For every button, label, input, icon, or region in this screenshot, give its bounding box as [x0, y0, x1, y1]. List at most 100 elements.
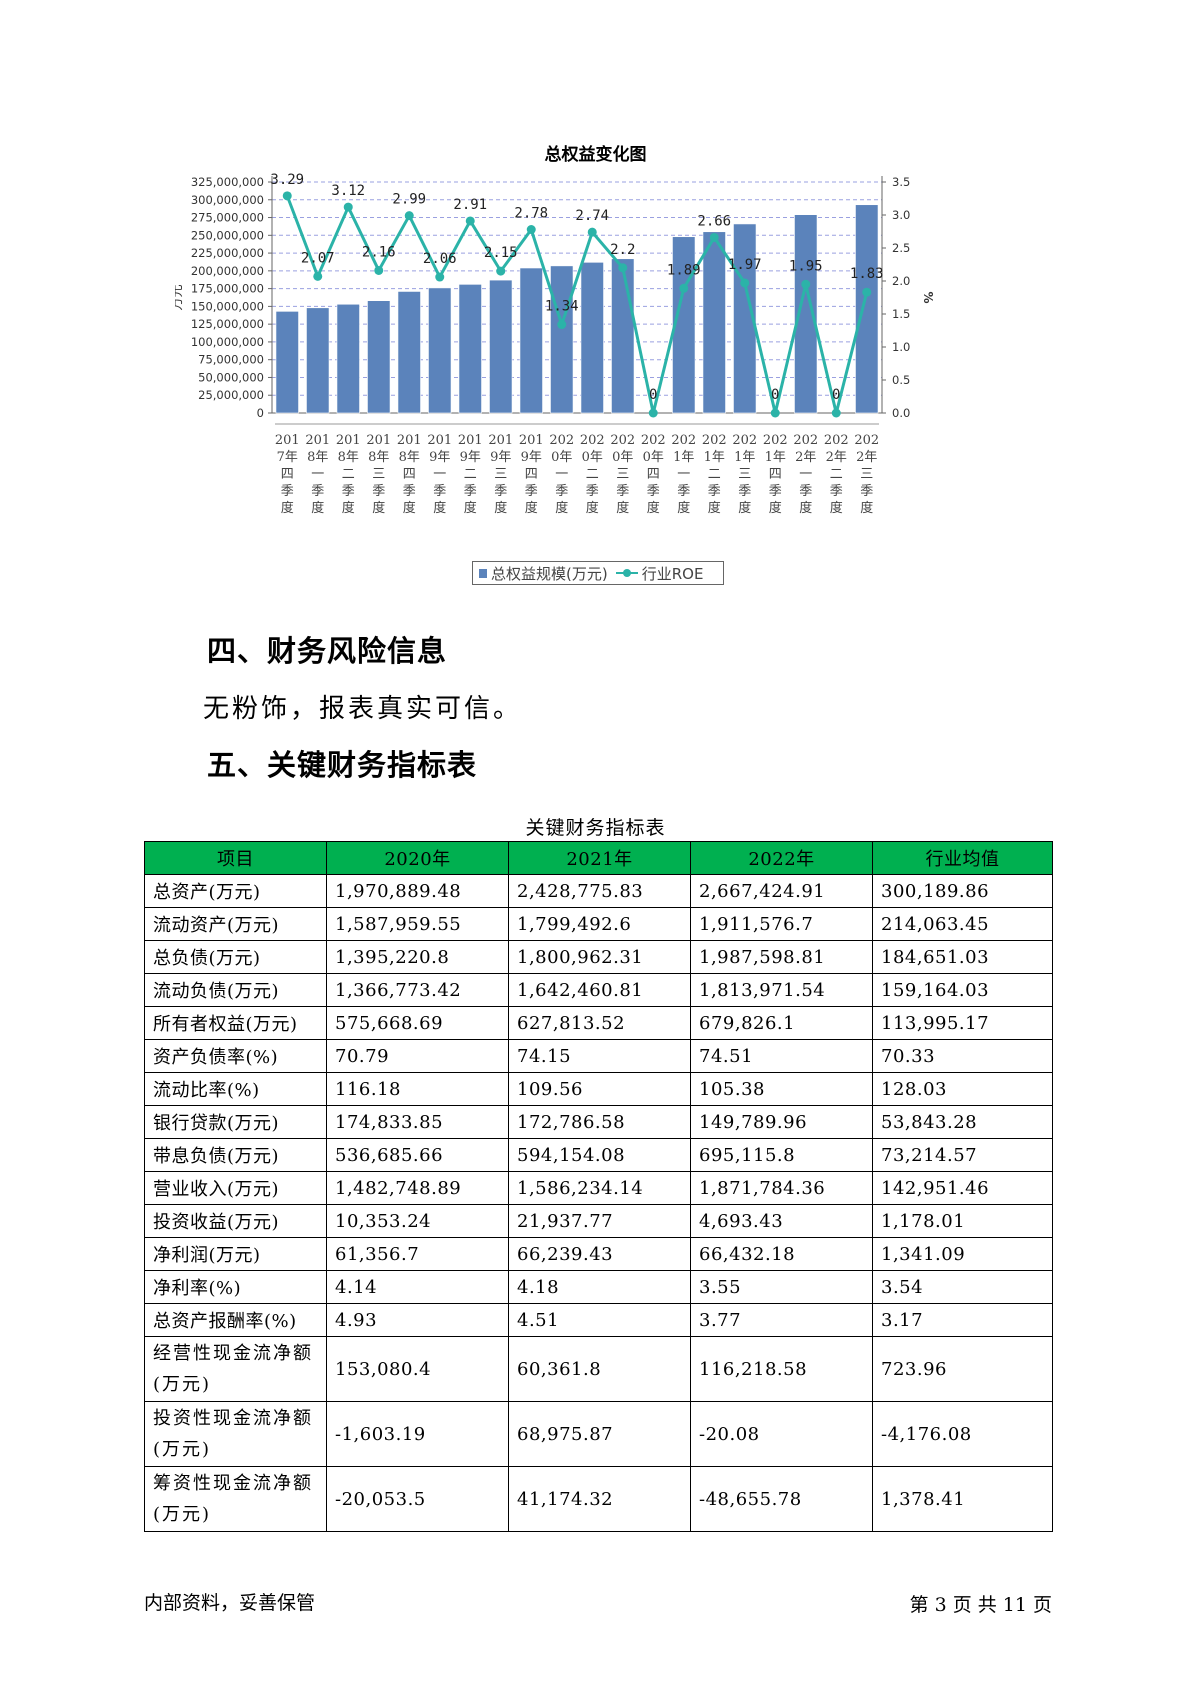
x-tick-label: 202 1年二季度 — [702, 433, 727, 516]
table-cell: 1,871,784.36 — [690, 1171, 873, 1205]
roe-data-label: 0 — [832, 387, 840, 403]
table-cell: 1,341.09 — [872, 1237, 1053, 1271]
table-cell: 1,178.01 — [872, 1204, 1053, 1238]
table-cell: 74.15 — [508, 1039, 691, 1073]
y-tick-label: 50,000,000 — [198, 370, 264, 384]
y2-tick-label: 2.5 — [892, 241, 910, 255]
roe-data-label: 2.66 — [697, 213, 731, 229]
table-row: 筹资性现金流净额(万元) -20,053.5 41,174.32 -48,655.78… — [144, 1466, 1053, 1532]
table-cell: 142,951.46 — [872, 1171, 1053, 1205]
legend-line-label: 行业ROE — [641, 564, 704, 583]
table-header-cell: 项目 — [144, 841, 327, 875]
table-cell: 594,154.08 — [508, 1138, 691, 1172]
table-row: 净利率(%) 4.14 4.18 3.55 3.54 — [144, 1270, 1053, 1304]
bar — [367, 300, 391, 414]
roe-point — [801, 279, 811, 289]
table-row-label: 净利润(万元) — [144, 1237, 327, 1271]
roe-data-label: 2.91 — [453, 197, 487, 213]
table-row-label: 总资产(万元) — [144, 874, 327, 908]
x-tick-label: 201 9年一季度 — [427, 433, 452, 516]
roe-point — [740, 278, 750, 288]
roe-point — [496, 266, 506, 276]
roe-point — [465, 216, 475, 226]
roe-data-label: 2.99 — [392, 192, 426, 208]
table-row: 流动比率(%) 116.18 109.56 105.38 128.03 — [144, 1072, 1053, 1106]
chart-title: 总权益变化图 — [544, 145, 647, 165]
x-tick-label: 202 1年一季度 — [671, 433, 696, 516]
bar — [519, 267, 543, 414]
table-cell: -20,053.5 — [326, 1466, 509, 1532]
bar — [855, 204, 879, 414]
table-row-label: 流动资产(万元) — [144, 907, 327, 941]
table-cell: 695,115.8 — [690, 1138, 873, 1172]
table-row: 流动负债(万元) 1,366,773.42 1,642,460.81 1,813,97… — [144, 973, 1053, 1007]
table-row: 投资收益(万元) 10,353.24 21,937.77 4,693.43 1,178.… — [144, 1204, 1053, 1238]
table-row-label: 筹资性现金流净额(万元) — [144, 1466, 327, 1532]
table-cell: 723.96 — [872, 1336, 1053, 1402]
table-cell: 3.55 — [690, 1270, 873, 1304]
x-tick-label: 202 1年四季度 — [763, 433, 788, 516]
table-cell: 4.14 — [326, 1270, 509, 1304]
table-row-label: 总负债(万元) — [144, 940, 327, 974]
x-tick-label: 202 0年三季度 — [610, 433, 635, 516]
table-header-cell: 行业均值 — [872, 841, 1053, 875]
table-header-cell: 2020年 — [326, 841, 509, 875]
table-cell: 73,214.57 — [872, 1138, 1053, 1172]
roe-point — [862, 287, 872, 297]
table-cell: 1,395,220.8 — [326, 940, 509, 974]
roe-point — [435, 272, 445, 282]
table-row-label: 净利率(%) — [144, 1270, 327, 1304]
roe-data-label: 2.78 — [514, 206, 548, 222]
table-cell: 300,189.86 — [872, 874, 1053, 908]
table-cell: 1,586,234.14 — [508, 1171, 691, 1205]
table-heading: 五、关键财务指标表 — [207, 748, 478, 782]
y-tick-label: 100,000,000 — [191, 335, 264, 349]
roe-point — [374, 265, 384, 275]
footer-confidential: 内部资料，妥善保管 — [144, 1592, 316, 1614]
y-tick-label: 325,000,000 — [191, 175, 264, 189]
x-tick-label: 201 8年二季度 — [336, 433, 361, 516]
roe-point — [557, 320, 567, 330]
bar — [794, 214, 818, 414]
bar — [397, 291, 421, 414]
legend-line-swatch — [615, 567, 638, 579]
table-row-label: 营业收入(万元) — [144, 1171, 327, 1205]
table-cell: 21,937.77 — [508, 1204, 691, 1238]
table-row-label: 资产负债率(%) — [144, 1039, 327, 1073]
table-row: 营业收入(万元) 1,482,748.89 1,586,234.14 1,871,78… — [144, 1171, 1053, 1205]
table-cell: 66,239.43 — [508, 1237, 691, 1271]
equity-chart: 0 25,000,000 50,000,000 75,000,000 100,000,0… — [175, 172, 935, 516]
table-cell: 1,366,773.42 — [326, 973, 509, 1007]
table-row-label: 银行贷款(万元) — [144, 1105, 327, 1139]
table-cell: 2,428,775.83 — [508, 874, 691, 908]
x-tick-label: 202 2年一季度 — [793, 433, 818, 516]
roe-data-label: 2.07 — [301, 250, 335, 266]
table-row-label: 总资产报酬率(%) — [144, 1303, 327, 1337]
roe-data-label: 1.34 — [545, 299, 579, 315]
table-cell: 4.18 — [508, 1270, 691, 1304]
roe-data-label: 1.89 — [667, 262, 701, 278]
table-cell: 10,353.24 — [326, 1204, 509, 1238]
y-tick-label: 175,000,000 — [191, 282, 264, 296]
table-row-label: 流动比率(%) — [144, 1072, 327, 1106]
table-cell: 68,975.87 — [508, 1401, 691, 1467]
table-cell: 153,080.4 — [326, 1336, 509, 1402]
x-tick-label: 201 9年三季度 — [488, 433, 513, 516]
table-cell: 214,063.45 — [872, 907, 1053, 941]
footer-page-number: 第 3 页 共 11 页 — [909, 1594, 1052, 1616]
roe-point — [587, 227, 597, 237]
table-row: 银行贷款(万元) 174,833.85 172,786.58 149,789.96 53… — [144, 1105, 1053, 1139]
table-cell: 1,813,971.54 — [690, 973, 873, 1007]
table-cell: 60,361.8 — [508, 1336, 691, 1402]
table-cell: 3.17 — [872, 1303, 1053, 1337]
table-cell: 184,651.03 — [872, 940, 1053, 974]
roe-point — [709, 232, 719, 242]
y2-tick-label: 1.0 — [892, 340, 910, 354]
roe-data-label: 3.29 — [270, 172, 304, 188]
table-cell: 2,667,424.91 — [690, 874, 873, 908]
y-tick-label: 75,000,000 — [198, 353, 264, 367]
table-cell: 109.56 — [508, 1072, 691, 1106]
y-tick-label: 250,000,000 — [191, 228, 264, 242]
table-row: 带息负债(万元) 536,685.66 594,154.08 695,115.8 73,… — [144, 1138, 1053, 1172]
roe-data-label: 0 — [649, 387, 657, 403]
